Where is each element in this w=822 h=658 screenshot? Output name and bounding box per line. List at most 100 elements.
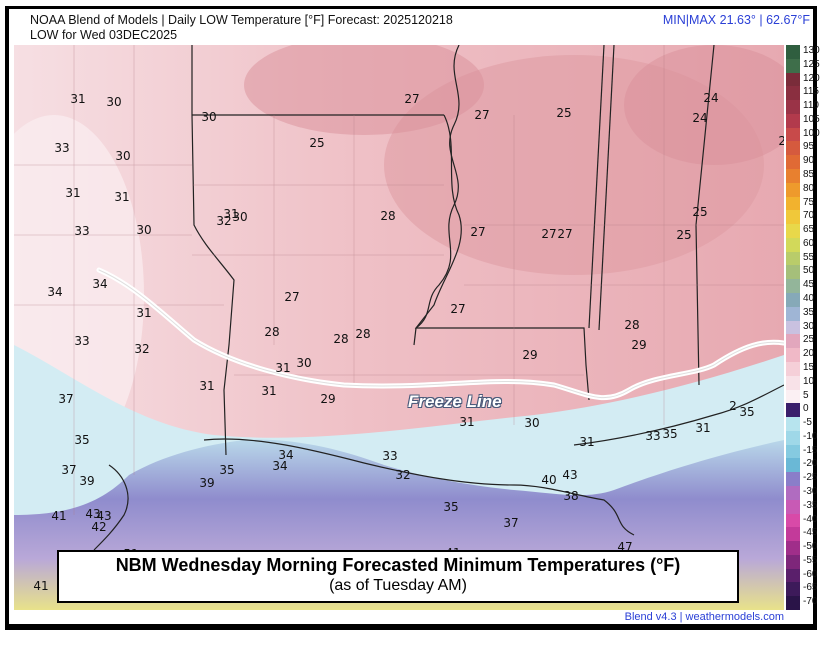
footer-credit: Blend v4.3 | weathermodels.com: [624, 611, 784, 623]
color-scale-label: 5: [803, 389, 809, 401]
temperature-label: 34: [92, 277, 108, 291]
temperature-label: 31: [223, 207, 239, 221]
color-scale-label: 15: [803, 361, 815, 373]
color-scale-segment: [786, 596, 800, 611]
color-scale-segment: [786, 265, 800, 280]
temperature-label: 34: [278, 448, 294, 462]
color-scale-segment: [786, 210, 800, 225]
header-minmax: MIN|MAX 21.63° | 62.67°F: [662, 13, 810, 27]
temperature-label: 27: [541, 227, 557, 241]
temperature-label: 28: [624, 318, 640, 332]
color-scale-label: 90: [803, 155, 815, 167]
color-scale-segment: [786, 169, 800, 184]
temperature-label: 32: [134, 342, 150, 356]
color-scale-label: 55: [803, 251, 815, 263]
color-scale-segment: [786, 182, 800, 198]
color-scale-label: -70: [803, 596, 818, 608]
temperature-label: 28: [380, 209, 396, 223]
temperature-map: 3130302727252424273330253131333031323028…: [14, 45, 784, 610]
temperature-label: 41: [33, 579, 49, 593]
temperature-label: 30: [115, 149, 131, 163]
temperature-label: 27: [404, 92, 420, 106]
color-scale-segment: [786, 224, 800, 239]
color-scale-segment: [786, 306, 800, 322]
color-scale-label: -30: [803, 485, 818, 497]
temperature-label: 34: [272, 459, 288, 473]
color-scale-segment: [786, 430, 800, 446]
color-scale-label: 40: [803, 293, 815, 305]
color-scale-segment: [786, 485, 800, 501]
color-scale-label: 75: [803, 196, 815, 208]
temperature-label: 35: [219, 463, 235, 477]
color-scale-label: 10: [803, 375, 815, 387]
color-scale-segment: [786, 127, 800, 142]
header-subtitle: LOW for Wed 03DEC2025: [30, 28, 178, 42]
temperature-label: 39: [79, 474, 95, 488]
color-scale-segment: [786, 293, 800, 308]
temperature-label: 39: [199, 476, 215, 490]
color-scale-segment: [786, 334, 800, 349]
color-scale-label: 130: [803, 45, 820, 56]
color-scale-segment: [786, 389, 800, 404]
color-scale-label: -10: [803, 430, 818, 442]
color-scale-segment: [786, 554, 800, 570]
color-scale-segment: [786, 155, 800, 170]
color-scale-label: -45: [803, 527, 818, 539]
color-scale-label: -50: [803, 541, 818, 553]
color-scale-label: -25: [803, 472, 818, 484]
color-scale-label: -20: [803, 458, 818, 470]
temperature-label: 43: [562, 468, 578, 482]
cold-region: [244, 45, 484, 135]
temperature-label: 33: [54, 141, 70, 155]
color-scale-label: 20: [803, 348, 815, 360]
color-scale-segment: [786, 72, 800, 87]
temperature-label: 24: [703, 91, 719, 105]
temperature-label: 31: [136, 306, 152, 320]
temperature-label: 28: [355, 327, 371, 341]
temperature-label: 28: [333, 332, 349, 346]
temperature-label: 30: [136, 223, 152, 237]
color-scale-segment: [786, 417, 800, 432]
color-scale-label: -5: [803, 417, 812, 429]
temperature-label: 31: [275, 361, 291, 375]
header-title: NOAA Blend of Models | Daily LOW Tempera…: [30, 13, 453, 27]
color-scale-label: 30: [803, 320, 815, 332]
temperature-label: 27: [284, 290, 300, 304]
color-scale-segment: [786, 403, 800, 418]
temperature-label: 31: [199, 379, 215, 393]
color-scale-label: 125: [803, 58, 820, 70]
temperature-label: 25: [676, 228, 692, 242]
color-scale-segment: [786, 251, 800, 266]
color-scale-label: -40: [803, 513, 818, 525]
temperature-label: 29: [522, 348, 538, 362]
color-scale-label: 25: [803, 334, 815, 346]
color-scale-label: -55: [803, 554, 818, 566]
temperature-label: 33: [74, 224, 90, 238]
color-scale-label: -35: [803, 499, 818, 511]
temperature-label: 37: [61, 463, 77, 477]
temperature-label: 31: [114, 190, 130, 204]
color-scale-segment: [786, 568, 800, 583]
color-scale-segment: [786, 582, 800, 597]
temperature-label: 2: [729, 399, 737, 413]
map-graphic: [14, 45, 784, 610]
color-scale-segment: [786, 196, 800, 211]
color-scale-segment: [786, 86, 800, 101]
color-scale-label: 95: [803, 141, 815, 153]
color-scale-segment: [786, 320, 800, 335]
temperature-label: 25: [556, 106, 572, 120]
temperature-label: 24: [692, 111, 708, 125]
color-scale-label: 50: [803, 265, 815, 277]
caption-box: NBM Wednesday Morning Forecasted Minimum…: [57, 550, 739, 603]
color-scale-label: 100: [803, 127, 820, 139]
temperature-label: 37: [58, 392, 74, 406]
temperature-label: 31: [695, 421, 711, 435]
temperature-label: 42: [91, 520, 107, 534]
color-scale-label: 80: [803, 182, 815, 194]
temperature-label: 31: [459, 415, 475, 429]
temperature-label: 31: [70, 92, 86, 106]
temperature-label: 30: [201, 110, 217, 124]
temperature-label: 31: [579, 435, 595, 449]
temperature-label: 27: [470, 225, 486, 239]
color-scale-segment: [786, 279, 800, 294]
